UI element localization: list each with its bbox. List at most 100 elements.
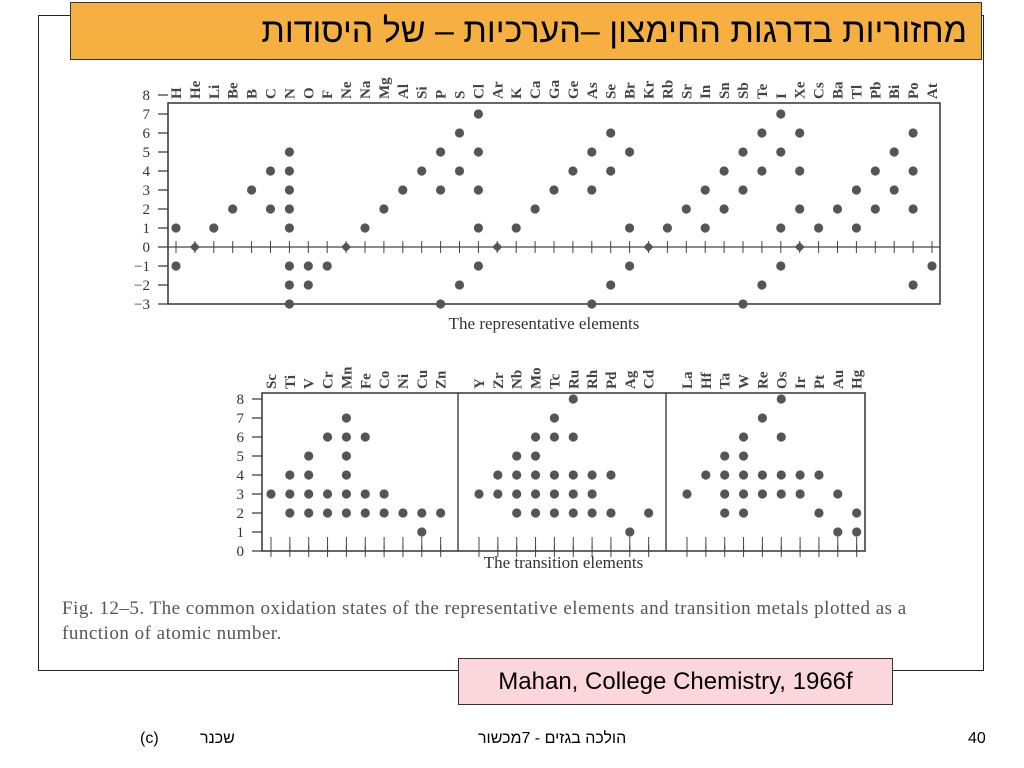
footer-page: 40 (968, 730, 986, 747)
oxidation-state (322, 261, 332, 271)
element-label: Tl (849, 85, 865, 99)
oxidation-state (908, 280, 918, 290)
zero-state (643, 242, 654, 252)
element-label: Al (396, 84, 412, 99)
element-label: Ir (793, 376, 809, 389)
oxidation-state (720, 489, 730, 499)
y-tick-label: 0 (143, 240, 151, 256)
oxidation-state (700, 185, 710, 195)
oxidation-state (738, 489, 749, 499)
element-label: Se (604, 84, 620, 99)
chart-subtitle: The representative elements (449, 314, 640, 333)
zero-state (341, 242, 352, 252)
element-label: C (264, 88, 280, 99)
element-label: W (737, 374, 753, 389)
oxidation-state (568, 470, 578, 480)
oxidation-state (530, 470, 541, 480)
oxidation-state (776, 489, 786, 499)
oxidation-state (454, 128, 465, 138)
element-label: Pb (868, 81, 884, 99)
y-tick-label: 7 (237, 411, 245, 427)
element-label: S (453, 91, 469, 99)
oxidation-state (473, 185, 483, 195)
element-label: Xe (793, 81, 809, 99)
oxidation-state (719, 204, 729, 214)
oxidation-state (587, 470, 597, 480)
oxidation-state (454, 280, 465, 290)
oxidation-state (284, 185, 294, 195)
oxidation-state (549, 470, 560, 480)
y-tick-label: 3 (237, 487, 245, 503)
oxidation-state (606, 166, 616, 176)
y-tick-label: 6 (237, 430, 245, 446)
element-label: Mn (339, 366, 355, 389)
oxidation-state (700, 223, 710, 233)
oxidation-state (795, 128, 805, 138)
oxidation-state (303, 261, 313, 271)
element-label: B (245, 89, 261, 99)
oxidation-state (757, 470, 768, 480)
oxidation-state (511, 223, 521, 233)
element-label: Ba (831, 81, 847, 99)
oxidation-state (304, 489, 314, 499)
oxidation-state (530, 508, 541, 518)
footer-course: הולכה בגזים - 7מכשור (478, 730, 627, 747)
element-label: Kr (642, 80, 658, 99)
oxidation-state (341, 432, 351, 442)
y-tick-label: 2 (143, 202, 151, 218)
element-label: Sn (717, 82, 733, 99)
y-tick-label: 7 (143, 107, 151, 123)
y-tick-label: 4 (143, 164, 151, 180)
plot-frame (167, 102, 941, 305)
oxidation-state (341, 489, 351, 499)
oxidation-state (266, 489, 276, 499)
figure-caption: Fig. 12–5. The common oxidation states o… (62, 598, 907, 644)
oxidation-state (303, 280, 313, 290)
oxidation-state (436, 147, 446, 157)
element-label: V (302, 378, 318, 389)
element-label: Mo (529, 367, 545, 389)
oxidation-state (851, 223, 862, 233)
oxidation-state (360, 508, 370, 518)
element-label: I (774, 93, 790, 99)
oxidation-state (530, 451, 541, 461)
oxidation-state (304, 508, 314, 518)
oxidation-state (398, 508, 408, 518)
oxidation-state (606, 128, 616, 138)
y-tick-label: 1 (143, 221, 151, 237)
oxidation-state (757, 413, 768, 423)
oxidation-state (720, 451, 730, 461)
element-label: Au (831, 370, 847, 389)
oxidation-state (776, 223, 786, 233)
oxidation-state (720, 470, 730, 480)
oxidation-state (776, 432, 786, 442)
oxidation-state (757, 489, 768, 499)
oxidation-state (795, 166, 805, 176)
plot-frame (261, 392, 866, 552)
oxidation-state (379, 508, 389, 518)
oxidation-state (284, 204, 294, 214)
element-label: Ti (283, 375, 299, 389)
element-label: Zn (434, 370, 450, 389)
element-label: Y (472, 378, 488, 389)
element-label: Ne (339, 81, 355, 99)
oxidation-state (738, 432, 749, 442)
element-label: Tc (547, 373, 563, 389)
oxidation-state (738, 185, 748, 195)
oxidation-state (512, 470, 522, 480)
element-label: At (925, 83, 941, 99)
oxidation-state (284, 223, 294, 233)
oxidation-state (473, 109, 483, 119)
oxidation-state (436, 299, 446, 309)
oxidation-state (606, 280, 616, 290)
oxidation-state (681, 204, 691, 214)
element-label: As (585, 82, 601, 99)
y-tick-label: 3 (143, 183, 151, 199)
element-label: Cd (642, 369, 658, 389)
oxidation-state (454, 166, 465, 176)
oxidation-state (379, 489, 389, 499)
oxidation-state (870, 166, 880, 176)
oxidation-state (568, 432, 578, 442)
oxidation-state (852, 527, 862, 537)
